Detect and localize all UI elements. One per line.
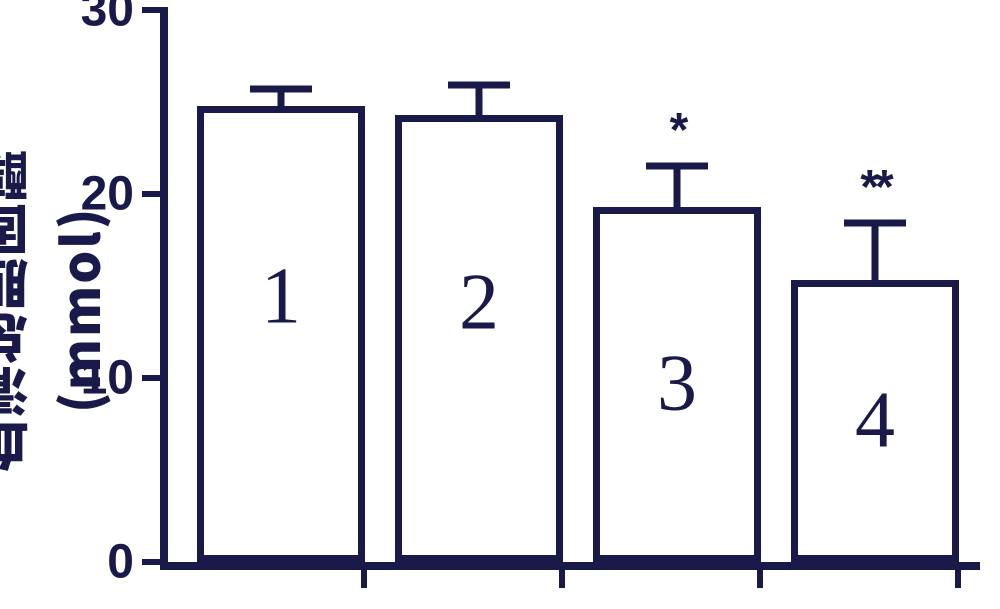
bar-label: 3: [657, 339, 697, 430]
x-tick: [757, 562, 763, 588]
x-tick: [955, 562, 961, 588]
y-axis-title: 血清总胆固醇 (mmol): [0, 40, 85, 580]
x-tick: [361, 562, 367, 588]
cholesterol-bar-chart: 血清总胆固醇 (mmol) 0 10 20 30 1 2 3 *: [0, 0, 1000, 609]
y-tick: [142, 191, 168, 197]
significance-marker: *: [670, 103, 685, 158]
significance-marker: **: [860, 160, 889, 215]
error-stem: [674, 166, 681, 210]
y-axis-line: [160, 10, 168, 570]
error-cap: [646, 163, 708, 170]
error-stem: [872, 223, 879, 284]
error-stem: [476, 85, 483, 118]
y-tick-label: 0: [107, 535, 134, 590]
error-cap: [448, 82, 510, 89]
y-tick: [142, 7, 168, 13]
x-tick: [559, 562, 565, 588]
y-tick-label: 10: [81, 351, 134, 406]
bar-label: 2: [459, 257, 499, 348]
y-tick: [142, 559, 168, 565]
plot-area: 0 10 20 30 1 2 3 * 4 **: [160, 10, 980, 570]
x-axis-line: [160, 562, 980, 570]
y-tick-label: 30: [81, 0, 134, 38]
y-tick-label: 20: [81, 167, 134, 222]
bar-label: 1: [261, 252, 301, 343]
bar-label: 4: [855, 376, 895, 467]
error-cap: [250, 86, 312, 93]
y-tick: [142, 375, 168, 381]
error-cap: [844, 220, 906, 227]
